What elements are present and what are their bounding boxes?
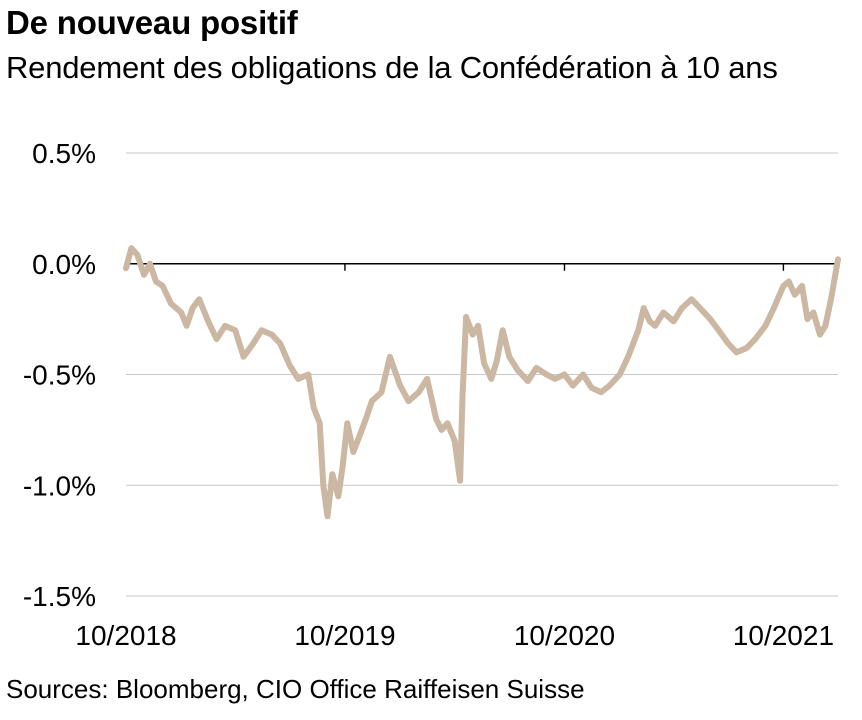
chart-title: De nouveau positif — [6, 4, 298, 41]
x-tick-label: 10/2018 — [75, 620, 176, 651]
chart-subtitle: Rendement des obligations de la Confédér… — [6, 50, 778, 85]
y-axis-tick-labels: 0.5% 0.0% -0.5% -1.0% -1.5% — [23, 138, 96, 612]
y-tick-label: -1.5% — [23, 581, 96, 612]
x-tick-label: 10/2019 — [294, 620, 395, 651]
y-tick-label: -0.5% — [23, 360, 96, 391]
yield-series-line — [123, 245, 841, 520]
y-tick-label: -1.0% — [23, 470, 96, 501]
y-tick-label: 0.0% — [32, 249, 96, 280]
source-note: Sources: Bloomberg, CIO Office Raiffeise… — [6, 674, 585, 704]
x-tick-label: 10/2020 — [514, 620, 615, 651]
gridlines — [125, 152, 838, 597]
x-tick-label: 10/2021 — [733, 620, 834, 651]
y-tick-label: 0.5% — [32, 138, 96, 169]
x-axis-tick-labels: 10/2018 10/2019 10/2020 10/2021 — [75, 620, 834, 651]
series-group — [123, 245, 841, 520]
